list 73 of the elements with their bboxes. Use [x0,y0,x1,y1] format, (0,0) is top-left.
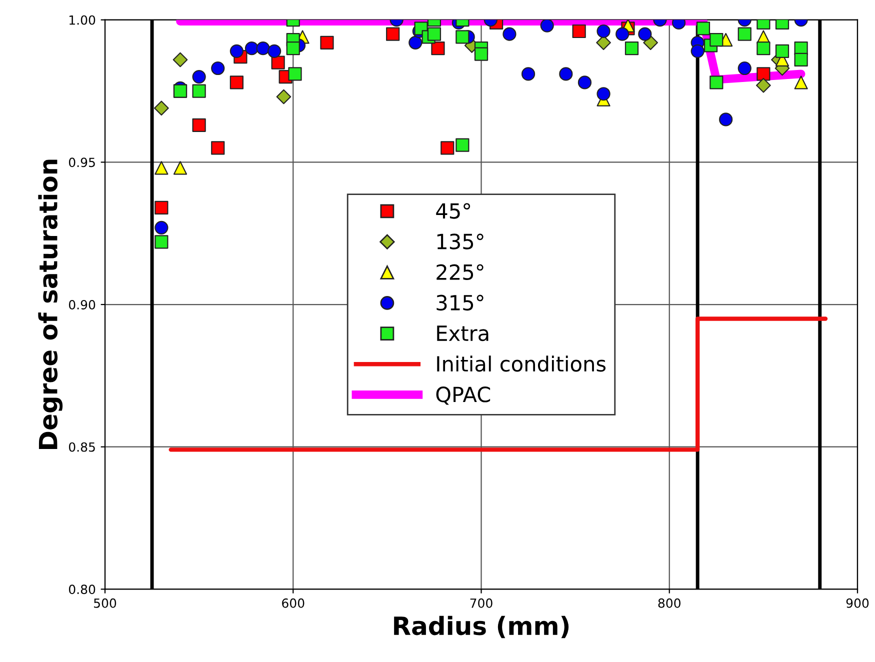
x-tick-label: 800 [658,598,680,608]
point [408,36,422,50]
legend-label: 45° [436,203,470,219]
point [172,52,188,68]
point [638,27,652,41]
y-tick-label: 0.90 [68,300,96,310]
point [596,87,610,101]
point [386,27,400,41]
point [624,42,639,56]
point [696,22,710,36]
x-tick-label: 900 [846,598,869,608]
point [192,84,206,98]
point [173,161,188,175]
y-tick-label: 0.95 [68,158,95,168]
legend-label: Extra [437,326,488,342]
point [738,27,752,41]
legend-label: 225° [436,264,484,280]
point [268,44,282,58]
point [690,44,704,58]
point [794,76,808,90]
point [271,56,285,70]
point [710,76,724,90]
point [474,47,488,61]
legend-label: 135° [437,234,484,250]
point [154,100,169,116]
x-tick-label: 600 [282,598,304,608]
point [286,42,300,56]
point [192,70,206,84]
point [276,89,292,104]
point [431,42,445,56]
point [710,32,724,47]
point [244,42,259,56]
point [616,27,630,41]
legend-label: QPAC [436,386,490,405]
point [211,61,225,76]
point [502,27,516,41]
x-tick-label: 700 [470,598,492,608]
x-tick-label: 500 [94,598,116,608]
point [738,61,752,76]
point [230,76,244,90]
x-axis-title: Radius (mm) [394,616,569,638]
point [578,76,592,90]
point [230,44,244,58]
point [775,44,790,58]
point [256,42,270,56]
point [456,30,470,44]
point [540,20,554,32]
point [154,200,168,215]
y-tick-label: 0.85 [68,442,95,452]
point [211,141,225,155]
point [521,67,536,81]
y-tick-label: 1.00 [70,15,96,25]
point [572,24,586,38]
point [320,36,334,50]
point [192,118,206,132]
point [154,161,168,175]
point [154,220,168,234]
point [154,235,168,249]
point [719,112,733,126]
point [756,78,771,93]
point [559,67,573,81]
point [440,141,454,155]
point [794,52,808,67]
y-tick-label: 0.80 [68,584,96,594]
legend-label: Initial conditions [437,356,606,372]
point [456,138,470,152]
y-axis-title: Degree of saturation [38,160,63,449]
point [756,42,770,56]
point [427,27,442,41]
point [756,67,770,81]
point [596,24,610,38]
legend-label: 315° [436,294,484,311]
point [288,67,302,81]
